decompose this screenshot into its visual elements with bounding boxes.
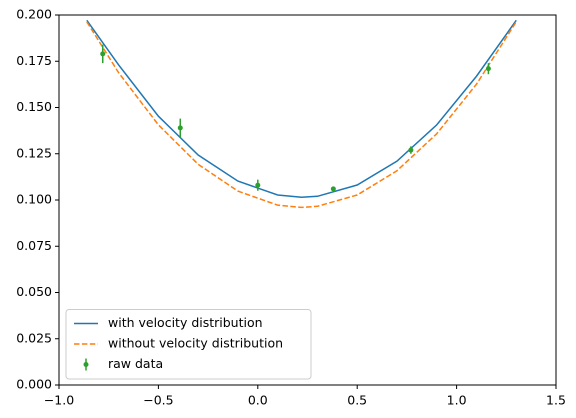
data-point — [100, 51, 106, 57]
x-tick-label: 0.5 — [347, 393, 367, 408]
y-tick-label: 0.050 — [16, 284, 52, 299]
series-line — [86, 21, 517, 209]
y-tick-label: 0.025 — [16, 330, 52, 345]
legend-label: raw data — [108, 356, 163, 371]
y-tick-label: 0.000 — [16, 377, 52, 392]
y-tick-label: 0.175 — [16, 53, 52, 68]
x-tick-label: −1.0 — [44, 393, 74, 408]
series-line — [86, 19, 517, 198]
x-tick-label: 0.0 — [248, 393, 268, 408]
legend-label: without velocity distribution — [108, 336, 283, 351]
legend-swatch — [83, 362, 89, 367]
y-tick-label: 0.125 — [16, 145, 52, 160]
plot-area — [86, 19, 517, 209]
data-point — [255, 182, 261, 188]
legend-box — [65, 309, 312, 380]
y-tick-label: 0.100 — [16, 192, 52, 207]
y-tick-label: 0.150 — [16, 99, 52, 114]
data-point — [330, 186, 336, 192]
legend: with velocity distribution without veloci… — [65, 309, 312, 380]
x-tick-label: 1.0 — [447, 393, 467, 408]
x-tick-label: 1.5 — [546, 393, 566, 408]
x-tick-label: −0.5 — [143, 393, 173, 408]
data-point — [485, 66, 491, 72]
data-point — [177, 125, 183, 131]
legend-label: with velocity distribution — [108, 315, 263, 330]
data-point — [408, 147, 414, 153]
y-tick-label: 0.200 — [16, 7, 52, 22]
y-tick-label: 0.075 — [16, 238, 52, 253]
